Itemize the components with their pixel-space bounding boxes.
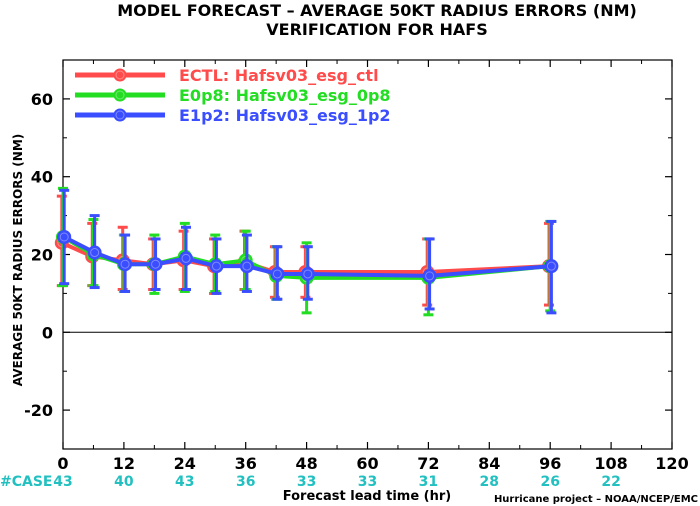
data-point — [300, 266, 315, 281]
case-label: #CASE — [0, 474, 53, 490]
data-point-ring — [120, 259, 130, 269]
legend-marker — [113, 88, 127, 102]
x-tick-label: 72 — [417, 454, 439, 473]
x-tick-label: 36 — [235, 454, 257, 473]
case-count: 33 — [358, 474, 377, 490]
data-point-ring — [211, 261, 221, 271]
case-count: 33 — [297, 474, 316, 490]
data-point — [118, 257, 133, 272]
data-point — [544, 259, 559, 274]
data-point-ring — [546, 261, 556, 271]
data-point-ring — [151, 259, 161, 269]
legend-marker-ring — [115, 70, 125, 80]
legend-marker-ring — [115, 90, 125, 100]
data-point — [148, 257, 163, 272]
y-tick-label: 60 — [31, 90, 53, 109]
data-point-ring — [303, 269, 313, 279]
x-tick-label: 120 — [655, 454, 688, 473]
y-axis-label: AVERAGE 50KT RADIUS ERRORS (NM) — [11, 134, 25, 386]
x-tick-label: 12 — [113, 454, 135, 473]
x-tick-label: 108 — [594, 454, 627, 473]
data-point-ring — [242, 261, 252, 271]
data-point — [209, 259, 224, 274]
data-point — [87, 245, 102, 260]
x-tick-label: 48 — [295, 454, 317, 473]
chart-title-line-2: VERIFICATION FOR HAFS — [266, 20, 487, 39]
x-tick-label: 96 — [539, 454, 561, 473]
case-count: 31 — [419, 474, 438, 490]
data-point-ring — [425, 271, 435, 281]
data-point-ring — [272, 269, 282, 279]
data-point-ring — [59, 232, 69, 242]
legend-marker-ring — [115, 110, 125, 120]
y-tick-label: 40 — [31, 168, 53, 187]
case-count: 28 — [480, 474, 499, 490]
series-3 — [57, 188, 559, 315]
case-count: 43 — [175, 474, 194, 490]
x-tick-label: 60 — [356, 454, 378, 473]
case-count: 22 — [601, 474, 620, 490]
legend-label: ECTL: Hafsv03_esg_ctl — [179, 66, 379, 85]
y-tick-label: -20 — [24, 401, 53, 420]
data-point — [270, 266, 285, 281]
case-count: 43 — [53, 474, 72, 490]
data-point — [422, 268, 437, 283]
legend-marker — [113, 108, 127, 122]
legend-marker — [113, 68, 127, 82]
case-count: 26 — [540, 474, 559, 490]
x-tick-label: 24 — [174, 454, 196, 473]
data-point-ring — [90, 248, 100, 258]
credit-text: Hurricane project – NOAA/NCEP/EMC — [494, 494, 698, 505]
data-point — [57, 229, 72, 244]
y-tick-label: 0 — [42, 323, 53, 342]
x-tick-label: 84 — [478, 454, 500, 473]
legend-label: E1p2: Hafsv03_esg_1p2 — [179, 106, 391, 125]
case-count: 36 — [236, 474, 255, 490]
case-count: 40 — [114, 474, 134, 490]
data-point-ring — [181, 253, 191, 263]
chart-title-line-1: MODEL FORECAST – AVERAGE 50KT RADIUS ERR… — [117, 1, 637, 20]
y-tick-label: 20 — [31, 246, 53, 265]
plot-layer: -20 0 20 40 60 0 12 24 36 48 60 72 84 96 108 120 ECTL: H… — [24, 59, 689, 490]
data-point — [239, 259, 254, 274]
data-point — [179, 251, 193, 266]
legend-label: E0p8: Hafsv03_esg_0p8 — [179, 86, 391, 105]
x-tick-label: 0 — [57, 454, 68, 473]
x-axis-label: Forecast lead time (hr) — [283, 489, 451, 504]
